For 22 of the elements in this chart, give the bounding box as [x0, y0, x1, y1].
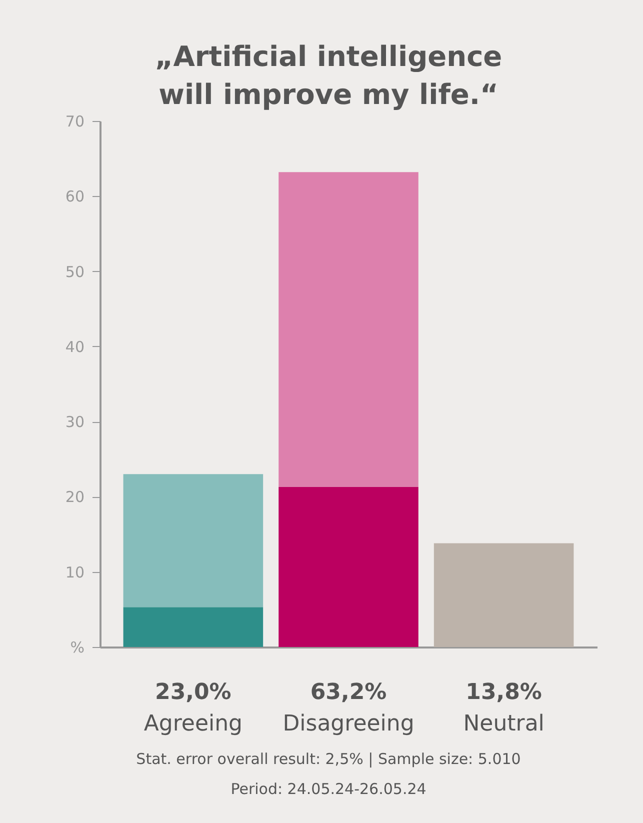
total-label: 63,2% [310, 680, 387, 705]
total-label: 23,0% [155, 680, 232, 705]
bar [278, 172, 418, 487]
y-tick-label: 60 [65, 188, 84, 206]
bar [278, 486, 418, 647]
chart-title: „Artificial intelligence will improve my life.“ [154, 40, 502, 111]
x-tick-label: Disagreeing [282, 712, 414, 736]
text: Period: 24.05.24-26.05.24 [230, 780, 426, 798]
x-tick-label: Neutral [463, 712, 544, 736]
y-tick-label: 10 [65, 563, 84, 582]
y-tick-label: 50 [65, 262, 84, 281]
total-label: 13,8% [466, 680, 542, 705]
y-tick-label: 30 [65, 413, 84, 432]
text: Stat. error overall result: 2,5% | Sample size: 5.010 [136, 750, 521, 768]
y-tick-label: 70 [65, 112, 84, 130]
bar [123, 607, 264, 647]
y-tick-label: % [70, 638, 84, 656]
x-tick-label: Agreeing [144, 712, 243, 736]
bar [434, 543, 574, 647]
y-tick-label: 40 [65, 338, 84, 356]
bar [123, 474, 264, 608]
y-tick-label: 20 [65, 488, 84, 506]
